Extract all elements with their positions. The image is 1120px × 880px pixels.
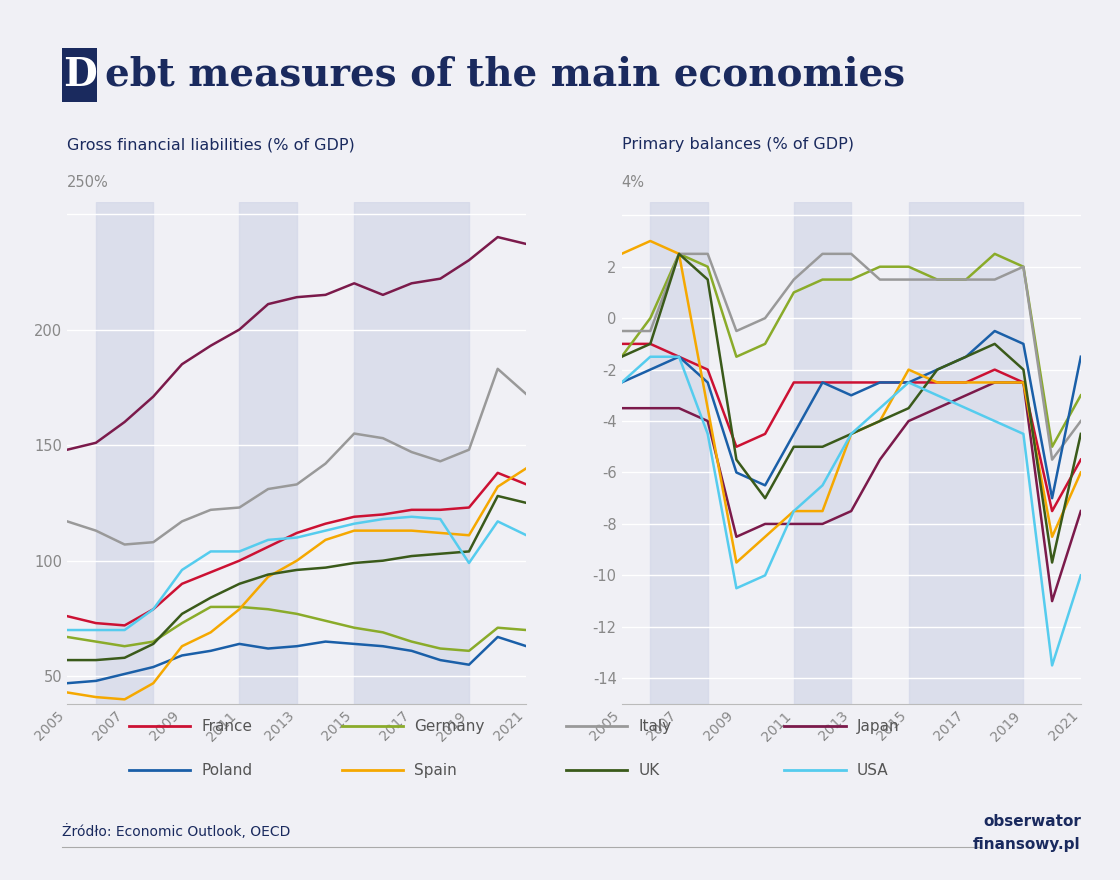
Text: France: France: [202, 718, 253, 734]
Text: Primary balances (% of GDP): Primary balances (% of GDP): [622, 137, 853, 152]
Text: ebt measures of the main economies: ebt measures of the main economies: [105, 55, 905, 94]
Text: Gross financial liabilities (% of GDP): Gross financial liabilities (% of GDP): [67, 137, 355, 152]
Text: USA: USA: [857, 762, 888, 778]
Text: D: D: [63, 55, 96, 94]
Text: Japan: Japan: [857, 718, 899, 734]
Bar: [96, 202, 153, 704]
Text: UK: UK: [638, 762, 660, 778]
Bar: [240, 202, 297, 704]
Text: 250%: 250%: [67, 175, 109, 190]
Text: Germany: Germany: [414, 718, 485, 734]
Bar: [354, 202, 469, 704]
Text: obserwator: obserwator: [983, 813, 1081, 829]
Text: finansowy.pl: finansowy.pl: [973, 837, 1081, 853]
Text: Poland: Poland: [202, 762, 253, 778]
Text: Spain: Spain: [414, 762, 457, 778]
Text: Żródło: Economic Outlook, OECD: Żródło: Economic Outlook, OECD: [62, 825, 290, 839]
Text: Italy: Italy: [638, 718, 672, 734]
Text: 4%: 4%: [622, 175, 645, 190]
Bar: [908, 202, 1024, 704]
Bar: [794, 202, 851, 704]
Bar: [651, 202, 708, 704]
